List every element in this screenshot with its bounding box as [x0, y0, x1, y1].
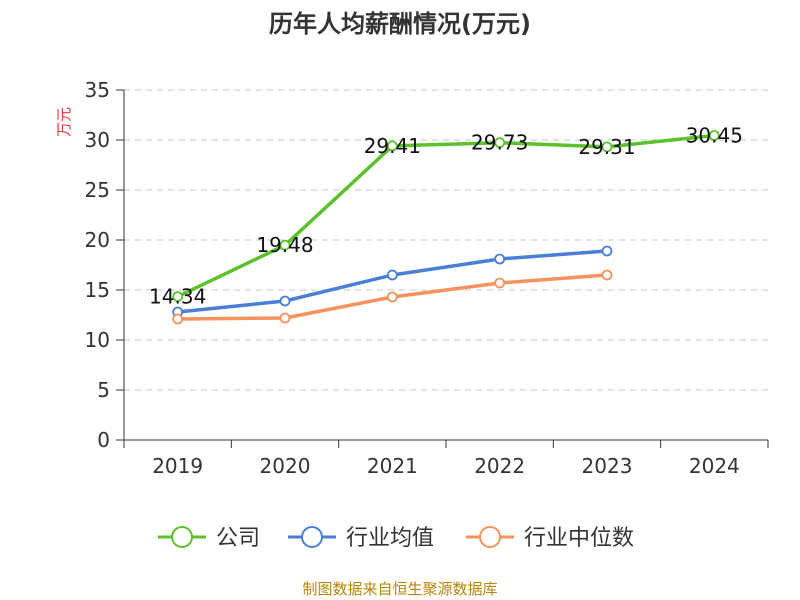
- series-line-公司: [175, 133, 717, 299]
- legend-item-行业中位数[interactable]: 行业中位数: [466, 526, 634, 551]
- source-note: 制图数据来自恒生聚源数据库: [302, 580, 497, 598]
- y-tick-label-10: 10: [85, 328, 110, 352]
- y-tick-label-15: 15: [85, 278, 110, 302]
- data-point-行业中位数-2021[interactable]: [386, 291, 398, 303]
- data-point-行业均值-2022[interactable]: [494, 253, 506, 265]
- y-tick-label-35: 35: [85, 78, 110, 102]
- data-label-2020: 19.48: [256, 233, 313, 257]
- y-tick-label-25: 25: [85, 178, 110, 202]
- y-tick-label-0: 0: [97, 428, 110, 452]
- data-point-行业中位数-2022[interactable]: [494, 277, 506, 289]
- legend[interactable]: 公司 行业均值 行业中位数: [158, 526, 634, 551]
- data-label-2023: 29.31: [578, 135, 635, 159]
- y-tick-label-5: 5: [97, 378, 110, 402]
- x-tick-label-2019: 2019: [152, 454, 203, 478]
- x-tick-label-2024: 2024: [689, 454, 740, 478]
- data-label-2021: 29.41: [364, 134, 421, 158]
- data-point-公司-2023[interactable]: [601, 141, 613, 153]
- x-tick-label-2023: 2023: [582, 454, 633, 478]
- y-tick-label-30: 30: [85, 128, 110, 152]
- data-point-行业均值-2021[interactable]: [386, 269, 398, 281]
- x-tick-label-2022: 2022: [474, 454, 525, 478]
- legend-item-公司[interactable]: 公司: [158, 526, 260, 551]
- data-point-行业中位数-2019[interactable]: [172, 313, 184, 325]
- legend-item-行业均值[interactable]: 行业均值: [288, 526, 434, 551]
- data-point-行业中位数-2023[interactable]: [601, 269, 613, 281]
- data-point-公司-2020[interactable]: [279, 239, 291, 251]
- data-label-2022: 29.73: [471, 131, 528, 155]
- data-point-行业均值-2020[interactable]: [279, 295, 291, 307]
- axes: 0 5 10 15 20 25 30 35 2019 2020 2021 2022 2023 2024: [85, 78, 769, 478]
- data-point-公司-2019[interactable]: [172, 291, 184, 303]
- legend-label-行业均值: 行业均值: [346, 526, 434, 551]
- data-point-行业中位数-2020[interactable]: [279, 312, 291, 324]
- x-tick-label-2020: 2020: [260, 454, 311, 478]
- data-point-行业均值-2023[interactable]: [601, 245, 613, 257]
- legend-label-公司: 公司: [216, 526, 260, 551]
- legend-marker-行业均值: [301, 526, 323, 548]
- x-tick-label-2021: 2021: [367, 454, 418, 478]
- legend-marker-行业中位数: [479, 526, 501, 548]
- data-label-2024: 30.45: [686, 124, 743, 148]
- y-axis-label: 万元: [55, 107, 73, 137]
- data-point-公司-2022[interactable]: [494, 137, 506, 149]
- chart-title: 历年人均薪酬情况(万元): [269, 10, 531, 38]
- grid-lines: [124, 89, 768, 391]
- legend-marker-公司: [171, 526, 193, 548]
- data-point-公司-2021[interactable]: [386, 140, 398, 152]
- y-tick-label-20: 20: [85, 228, 110, 252]
- data-point-公司-2024[interactable]: [708, 130, 720, 141]
- data-labels: 14.34 19.48 29.41 29.73 29.31 30.45: [149, 124, 743, 309]
- legend-label-行业中位数: 行业中位数: [524, 526, 634, 551]
- series-lines: [172, 130, 720, 325]
- data-label-2019: 14.34: [149, 285, 206, 309]
